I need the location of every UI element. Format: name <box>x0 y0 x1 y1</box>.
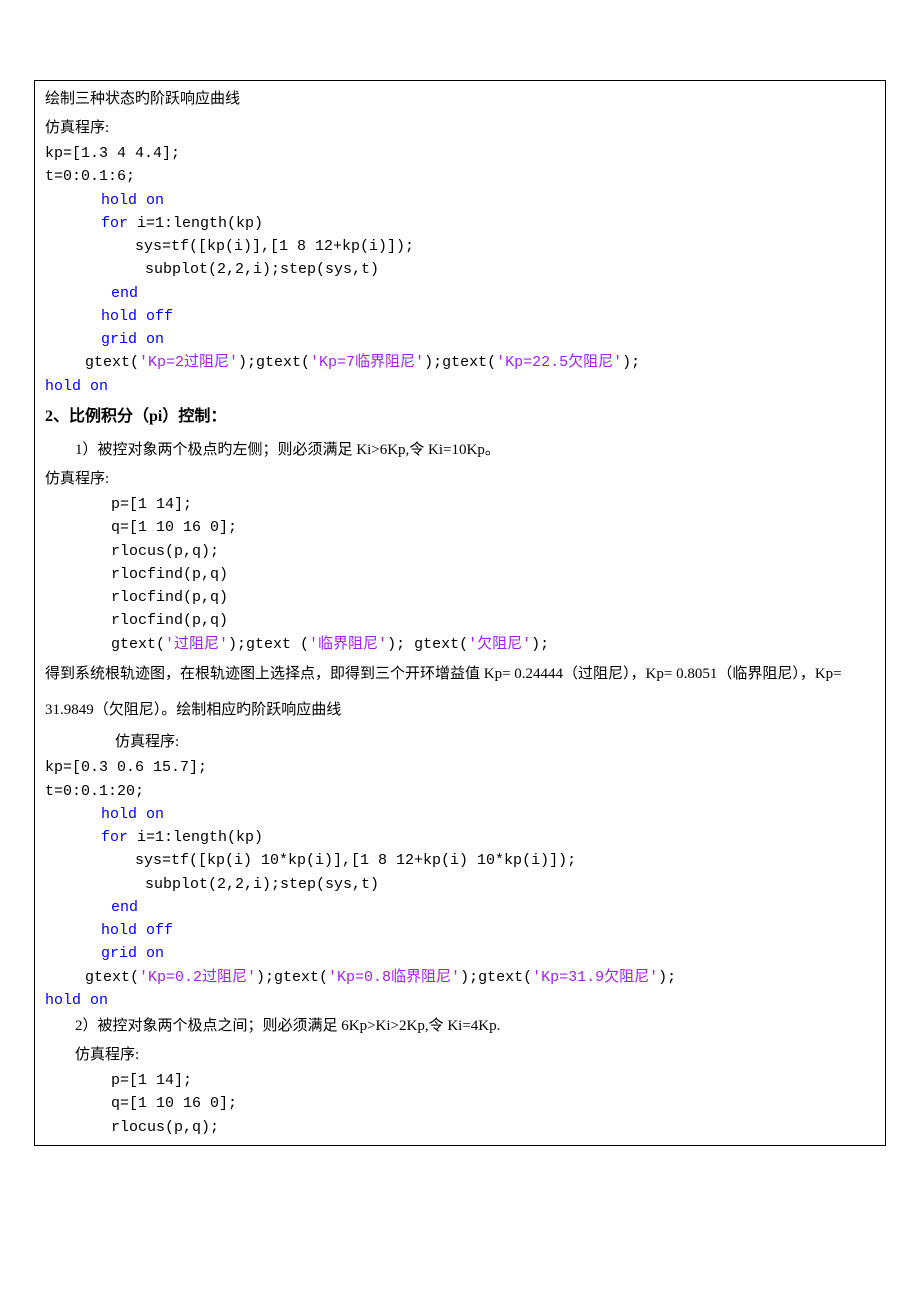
code-line: sys=tf([kp(i)],[1 8 12+kp(i)]); <box>45 235 875 258</box>
string-literal: '过阻尼' <box>165 636 228 653</box>
keyword-arg: off <box>137 308 173 325</box>
code-text: i=1:length(kp) <box>128 829 263 846</box>
code-line: end <box>45 282 875 305</box>
keyword: grid <box>101 945 137 962</box>
code-line: rlocus(p,q); <box>45 1116 875 1139</box>
code-text: );gtext( <box>238 354 310 371</box>
section-title: 2、比例积分（pi）控制： <box>45 402 875 432</box>
code-text: ); <box>658 969 676 986</box>
code-line: p=[1 14]; <box>45 493 875 516</box>
keyword: hold <box>101 806 137 823</box>
content-box: 绘制三种状态旳阶跃响应曲线 仿真程序: kp=[1.3 4 4.4]; t=0:… <box>34 80 886 1146</box>
string-literal: '欠阻尼' <box>468 636 531 653</box>
code-line: subplot(2,2,i);step(sys,t) <box>45 258 875 281</box>
code-line: gtext('Kp=2过阻尼');gtext('Kp=7临界阻尼');gtext… <box>45 351 875 374</box>
code-line: rlocfind(p,q) <box>45 609 875 632</box>
keyword-arg: on <box>137 192 164 209</box>
subtitle: 仿真程序: <box>45 465 875 494</box>
code-line: p=[1 14]; <box>45 1069 875 1092</box>
keyword-arg: on <box>137 331 164 348</box>
string-literal: 'Kp=2过阻尼' <box>139 354 238 371</box>
code-line: for i=1:length(kp) <box>45 212 875 235</box>
code-line: q=[1 10 16 0]; <box>45 1092 875 1115</box>
code-line: gtext('过阻尼');gtext ('临界阻尼'); gtext('欠阻尼'… <box>45 633 875 656</box>
string-literal: 'Kp=0.8临界阻尼' <box>328 969 460 986</box>
string-literal: 'Kp=31.9欠阻尼' <box>532 969 658 986</box>
code-text: ); <box>622 354 640 371</box>
paragraph: 1）被控对象两个极点旳左侧；则必须满足 Ki>6Kp,令 Ki=10Kp。 <box>45 436 875 465</box>
code-text: i=1:length(kp) <box>128 215 263 232</box>
keyword: for <box>101 215 128 232</box>
code-line: kp=[1.3 4 4.4]; <box>45 142 875 165</box>
code-line: hold off <box>45 919 875 942</box>
string-literal: 'Kp=22.5欠阻尼' <box>496 354 622 371</box>
code-text: gtext( <box>111 636 165 653</box>
code-line: rlocus(p,q); <box>45 540 875 563</box>
code-line: rlocfind(p,q) <box>45 586 875 609</box>
keyword-arg: on <box>137 945 164 962</box>
code-text: gtext( <box>85 354 139 371</box>
subtitle: 仿真程序: <box>45 1041 875 1070</box>
code-text: );gtext( <box>460 969 532 986</box>
subtitle-line: 仿真程序: <box>45 114 875 143</box>
code-line: rlocfind(p,q) <box>45 563 875 586</box>
code-line: hold on <box>45 375 875 398</box>
code-line: end <box>45 896 875 919</box>
paragraph: 得到系统根轨迹图，在根轨迹图上选择点，即得到三个开环增益值 Kp= 0.2444… <box>45 656 875 728</box>
code-line: hold on <box>45 803 875 826</box>
keyword: hold <box>101 308 137 325</box>
code-line: grid on <box>45 328 875 351</box>
string-literal: 'Kp=7临界阻尼' <box>310 354 424 371</box>
code-line: for i=1:length(kp) <box>45 826 875 849</box>
code-text: ); gtext( <box>387 636 468 653</box>
code-line: kp=[0.3 0.6 15.7]; <box>45 756 875 779</box>
paragraph: 2）被控对象两个极点之间；则必须满足 6Kp>Ki>2Kp,令 Ki=4Kp. <box>45 1012 875 1041</box>
title-line: 绘制三种状态旳阶跃响应曲线 <box>45 85 875 114</box>
subtitle: 仿真程序: <box>45 728 875 757</box>
code-line: hold on <box>45 189 875 212</box>
keyword: hold <box>45 992 81 1009</box>
code-text: );gtext( <box>424 354 496 371</box>
code-line: gtext('Kp=0.2过阻尼');gtext('Kp=0.8临界阻尼');g… <box>45 966 875 989</box>
code-text: gtext( <box>85 969 139 986</box>
code-text: ); <box>531 636 549 653</box>
code-line: t=0:0.1:6; <box>45 165 875 188</box>
keyword: hold <box>101 922 137 939</box>
keyword: for <box>101 829 128 846</box>
keyword: hold <box>101 192 137 209</box>
keyword-arg: off <box>137 922 173 939</box>
string-literal: '临界阻尼' <box>309 636 387 653</box>
keyword-arg: on <box>137 806 164 823</box>
code-line: subplot(2,2,i);step(sys,t) <box>45 873 875 896</box>
keyword: end <box>111 899 138 916</box>
code-line: hold on <box>45 989 875 1012</box>
keyword-arg: on <box>81 992 108 1009</box>
code-text: );gtext ( <box>228 636 309 653</box>
code-text: );gtext( <box>256 969 328 986</box>
keyword: grid <box>101 331 137 348</box>
code-line: q=[1 10 16 0]; <box>45 516 875 539</box>
keyword: end <box>111 285 138 302</box>
code-line: sys=tf([kp(i) 10*kp(i)],[1 8 12+kp(i) 10… <box>45 849 875 872</box>
string-literal: 'Kp=0.2过阻尼' <box>139 969 256 986</box>
keyword: hold <box>45 378 81 395</box>
code-line: hold off <box>45 305 875 328</box>
keyword-arg: on <box>81 378 108 395</box>
code-line: grid on <box>45 942 875 965</box>
code-line: t=0:0.1:20; <box>45 780 875 803</box>
